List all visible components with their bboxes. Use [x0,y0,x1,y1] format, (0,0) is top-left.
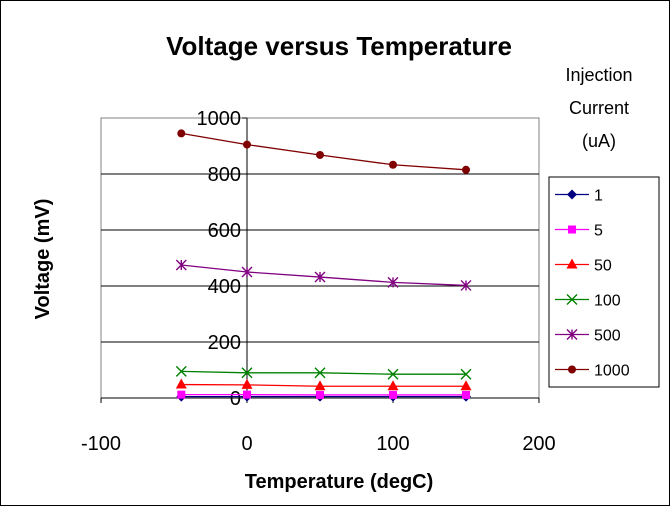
data-point-5 [177,391,185,399]
y-tick-label: 0 [230,388,241,410]
y-tick-label: 1000 [197,108,242,130]
data-point-1000 [462,166,470,174]
data-point-1000 [243,141,251,149]
data-point-5 [389,391,397,399]
data-point-50 [176,379,187,389]
data-point-1000 [316,151,324,159]
legend-marker-5 [568,226,576,234]
legend-box [549,177,659,387]
legend-label-500: 500 [594,328,621,345]
data-point-5 [462,391,470,399]
data-point-1000 [389,161,397,169]
data-point-50 [315,380,326,390]
y-tick-label: 400 [208,276,241,298]
x-tick-label: 200 [522,433,555,455]
legend-marker-1000 [568,366,576,374]
plot-area: 0 200 400 600 800 1000 -100 0 100 200 [81,108,556,455]
legend-label-1000: 1000 [594,363,630,380]
series-line-100 [181,371,466,374]
legend-label-50: 50 [594,258,612,275]
data-point-5 [243,391,251,399]
y-tick-label: 800 [208,164,241,186]
data-point-5 [316,391,324,399]
x-axis-title: Temperature (degC) [245,471,434,493]
x-tick-label: 100 [376,433,409,455]
data-point-1000 [177,129,185,137]
data-point-50 [388,380,399,390]
x-tick-label: -100 [81,433,121,455]
x-tick-label: 0 [241,433,252,455]
legend-title-line-3: (uA) [582,131,616,151]
legend-title-line-1: Injection [565,65,632,85]
legend-label-1: 1 [594,188,603,205]
legend-label-100: 100 [594,293,621,310]
plot-frame [101,118,539,398]
legend-title-line-2: Current [569,98,629,118]
chart-title: Voltage versus Temperature [166,31,512,61]
legend-label-5: 5 [594,223,603,240]
data-point-50 [461,380,472,390]
y-tick-label: 600 [208,220,241,242]
legend: 1 5 50 100 500 1000 [549,177,659,387]
y-axis-title: Voltage (mV) [32,199,54,320]
data-point-50 [242,379,253,389]
series-line-50 [181,385,466,387]
y-tick-label: 200 [208,332,241,354]
